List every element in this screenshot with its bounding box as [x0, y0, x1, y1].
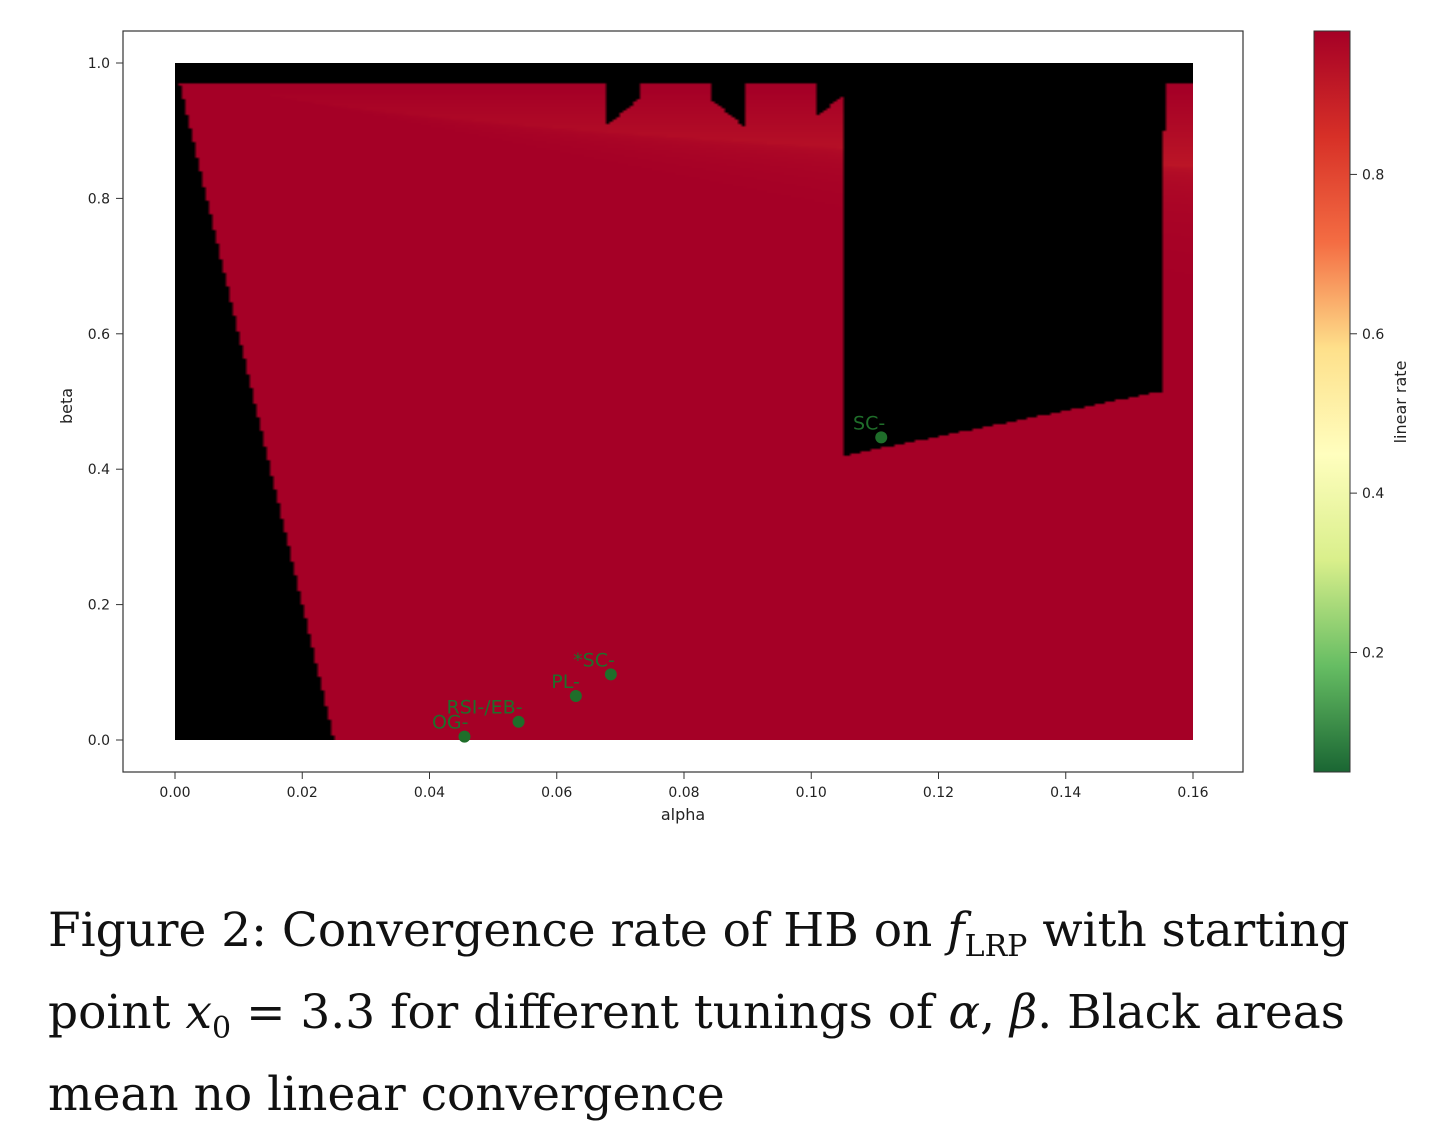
y-tick-label: 0.0 — [88, 733, 110, 749]
caption-x-symbol: x — [185, 985, 213, 1040]
tuning-point-label: OG- — [432, 712, 469, 734]
figure-caption: Figure 2: Convergence rate of HB on fLRP… — [48, 898, 1368, 1128]
colorbar-tick-label: 0.6 — [1362, 327, 1384, 343]
heatmap-figure: 0.00 0.02 0.04 0.06 0.08 0.10 0.12 0.14 0.16 0.0… — [57, 30, 1410, 824]
y-axis-ticks: 0.0 0.2 0.4 0.6 0.8 1.0 — [88, 56, 123, 749]
x-tick-label: 0.00 — [159, 785, 190, 801]
colorbar-tick-label: 0.8 — [1362, 167, 1384, 183]
caption-beta-symbol: β — [1010, 985, 1038, 1040]
caption-x-subscript: 0 — [212, 1011, 232, 1046]
caption-f-symbol: f — [947, 903, 965, 958]
x-tick-label: 0.14 — [1050, 785, 1081, 801]
tuning-point-label: SC- — [853, 412, 885, 434]
y-tick-label: 0.8 — [88, 191, 110, 207]
caption-text-1: Convergence rate of HB on — [266, 903, 948, 958]
caption-text-2: with starting point — [48, 903, 1350, 1040]
tuning-point-label: RSI-/EB- — [447, 697, 523, 719]
heatmap-image — [175, 63, 1193, 740]
tuning-point-marker — [569, 689, 582, 702]
tuning-point-label: *SC- — [573, 649, 615, 671]
y-tick-label: 0.2 — [88, 598, 110, 614]
colorbar-tick-label: 0.2 — [1362, 645, 1384, 661]
x-tick-label: 0.12 — [923, 785, 954, 801]
x-axis-label: alpha — [661, 805, 705, 824]
x-tick-label: 0.04 — [414, 785, 445, 801]
x-tick-label: 0.06 — [541, 785, 572, 801]
y-tick-label: 0.6 — [88, 327, 110, 343]
y-tick-label: 0.4 — [88, 462, 110, 478]
caption-f-subscript: LRP — [964, 929, 1028, 964]
tuning-point-marker — [604, 668, 617, 681]
y-tick-label: 1.0 — [88, 56, 110, 72]
colorbar — [1313, 30, 1351, 773]
x-tick-label: 0.08 — [668, 785, 699, 801]
x-tick-label: 0.10 — [796, 785, 827, 801]
caption-alpha-symbol: α — [948, 985, 981, 1040]
colorbar-ticks: 0.2 0.4 0.6 0.8 — [1350, 167, 1384, 661]
caption-comma: , — [980, 985, 1011, 1040]
colorbar-label: linear rate — [1391, 361, 1410, 444]
tuning-points: OG-RSI-/EB- PL-*SC- SC- — [432, 412, 888, 743]
colorbar-tick-label: 0.4 — [1362, 486, 1384, 502]
x-tick-label: 0.16 — [1177, 785, 1208, 801]
x-tick-label: 0.02 — [287, 785, 318, 801]
tuning-point-marker — [512, 715, 525, 728]
caption-prefix: Figure 2: — [48, 903, 267, 958]
tuning-point-marker — [875, 431, 888, 444]
caption-text-3: = 3.3 for different tunings of — [231, 985, 949, 1040]
x-axis-ticks: 0.00 0.02 0.04 0.06 0.08 0.10 0.12 0.14 0.16 — [159, 772, 1209, 801]
tuning-point-label: PL- — [551, 671, 580, 693]
y-axis-label: beta — [57, 388, 76, 424]
tuning-point-marker — [458, 730, 471, 743]
caption-text-4: . Black areas mean no linear convergence — [48, 985, 1345, 1122]
